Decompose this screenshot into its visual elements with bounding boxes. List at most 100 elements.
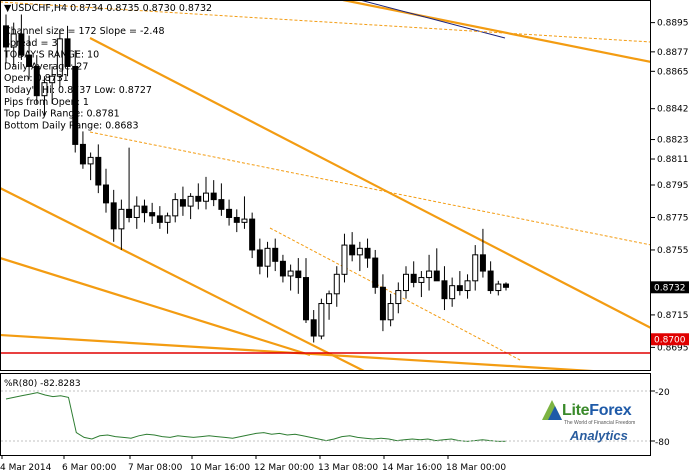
candle-body-bull: [187, 195, 194, 207]
time-tick-label: 14 Mar 16:00: [382, 463, 442, 473]
current-price-tag: 0.8732: [651, 281, 689, 294]
price-tick-label: 0.8842: [657, 105, 689, 115]
info-line: Today's Hi: 0.8737 Low: 0.8727: [3, 85, 152, 96]
time-tick-label: 18 Mar 00:00: [446, 463, 506, 473]
channel-top-line: [89, 37, 650, 329]
info-line: Daily Average: 27: [4, 61, 88, 72]
candle-body-bear: [272, 247, 279, 262]
channel-dotted-upper: [1, 1, 650, 43]
time-tick-label: 10 Mar 16:00: [190, 463, 250, 473]
price-axis: 0.8895 0.8877 0.8865 0.8842 0.8823 0.8811 0.87…: [651, 19, 689, 353]
info-line: Channel size = 172 Slope = -2.48: [4, 26, 165, 37]
candle-body-bear: [233, 216, 240, 223]
price-tick-label: 0.8755: [657, 246, 689, 256]
symbol-header: ▼USDCHF,H4 0.8734 0.8735 0.8730 0.8732: [4, 3, 212, 14]
candle-body-bear: [18, 33, 25, 56]
candle-body-bull: [426, 270, 433, 279]
candle-body-bull: [318, 303, 325, 337]
candle-body-bear: [141, 205, 148, 214]
candle-body-bear: [156, 215, 163, 223]
candle-body-bear: [103, 184, 109, 204]
candle-body-bear: [149, 212, 156, 217]
price-tick-label: 0.8715: [657, 311, 689, 321]
info-line: Open: 0.8731: [4, 73, 69, 84]
price-tick-label: 0.8775: [657, 213, 689, 223]
candle-body-bear: [487, 270, 494, 292]
candle-body-bear: [72, 65, 79, 145]
candle-body-bull: [403, 273, 409, 292]
price-tick-label: 0.8695: [657, 343, 689, 353]
candle-body-bear: [479, 254, 486, 272]
candle-body-bear: [456, 285, 463, 292]
candle-body-bear: [379, 286, 386, 321]
indicator-scale-minus80: -80: [655, 438, 670, 448]
candle-body-bull: [172, 199, 179, 217]
candle-body-bull: [203, 192, 209, 202]
time-tick-label: 7 Mar 08:00: [128, 463, 183, 473]
logo-brand-part2: Forex: [589, 402, 632, 419]
channel-dotted-mid: [89, 131, 650, 246]
current-price-tag-bg: [651, 281, 689, 294]
candlestick-series: [3, 14, 509, 343]
candle-body-bull: [56, 38, 63, 77]
price-tick-label: 0.8811: [657, 155, 689, 165]
info-line: TODAY'S RANGE: 10: [3, 50, 99, 61]
candle-body-bear: [310, 319, 317, 337]
candle-body-bear: [64, 38, 71, 67]
candle-body-bear: [79, 143, 86, 165]
price-tick-label: 0.8877: [657, 48, 689, 58]
candle-body-bear: [441, 280, 448, 300]
info-line: Spread = 3: [4, 38, 58, 49]
support-price-tag-bg: [651, 333, 689, 346]
candle-body-bull: [241, 218, 248, 223]
candle-body-bull: [264, 247, 271, 267]
time-axis: 4 Mar 2014 6 Mar 00:00 7 Mar 08:00 10 Mar 1…: [0, 455, 506, 473]
support-price-tag-label: 0.8700: [654, 335, 686, 345]
williams-r-polyline: [5, 392, 507, 442]
channel-dotted-lower: [269, 227, 521, 361]
candle-body-bull: [333, 273, 340, 295]
indicator-panel-frame: [0, 373, 651, 456]
main-panel-frame: [0, 0, 651, 371]
candle-body-bear: [303, 277, 309, 321]
time-tick-label: 13 Mar 08:00: [318, 463, 378, 473]
candle-body-bull: [10, 33, 17, 48]
price-tick-label: 0.8865: [657, 67, 689, 77]
candle-body-bear: [33, 65, 40, 97]
candle-body-bear: [295, 270, 302, 279]
candle-body-bull: [41, 82, 48, 97]
info-line: Pips from Open: 1: [4, 97, 89, 108]
candle-body-bear: [249, 218, 256, 251]
candle-body-bear: [210, 192, 217, 201]
candle-body-bull: [356, 247, 363, 256]
candle-body-bull: [118, 208, 125, 230]
indicator-scale-minus20: -20: [655, 388, 670, 398]
candle-body-bull: [287, 270, 294, 277]
candle-body-bear: [179, 199, 186, 207]
candle-body-bull: [395, 290, 402, 305]
price-tick-label: 0.8795: [657, 181, 689, 191]
candle-body-bull: [87, 156, 94, 165]
price-tick-label: 0.8895: [657, 19, 689, 29]
williams-r-line: [5, 392, 507, 442]
candle-body-bear: [126, 208, 133, 218]
indicator-title: %R(80) -82.8283: [4, 379, 81, 389]
time-tick-label: 12 Mar 00:00: [254, 463, 314, 473]
candle-body-bear: [410, 273, 417, 283]
channel-lower-line: [1, 257, 311, 357]
liteforex-analytics-logo: LiteForex The World of Financial Freedom…: [540, 398, 650, 452]
liteforex-mark-icon: [542, 400, 562, 420]
candle-body-bull: [449, 285, 456, 300]
info-panel: ▼USDCHF,H4 0.8734 0.8735 0.8730 0.8732 C…: [3, 3, 212, 131]
candle-body-bull: [133, 205, 140, 218]
trend-channel-lines: [1, 1, 650, 370]
support-price-tag: 0.8700: [651, 333, 689, 346]
info-line: Bottom Daily Range: 0.8683: [4, 120, 139, 131]
time-tick-label: 6 Mar 00:00: [62, 463, 117, 473]
time-tick-label: 4 Mar 2014: [0, 463, 52, 473]
candle-body-bear: [195, 195, 202, 202]
price-tick-label: 0.8823: [657, 136, 689, 146]
candle-body-bear: [95, 156, 102, 186]
